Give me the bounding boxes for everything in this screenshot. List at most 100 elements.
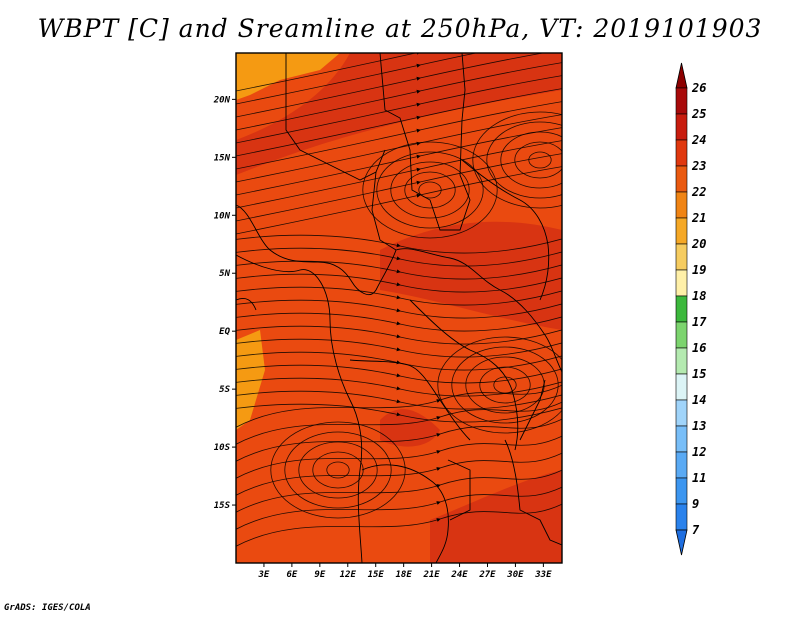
wbpt-shading: [236, 53, 562, 563]
colorbar-swatch: [675, 217, 688, 245]
lon-tick-label: 30E: [506, 570, 524, 580]
streamline: [236, 418, 562, 462]
colorbar-legend: 7 9 11 12 13 14 15 16 17 18 19 20 21 22 23 24 25 26: [675, 62, 707, 556]
streamline: [236, 403, 562, 423]
streamline-eddy: [437, 336, 562, 434]
streamline: [236, 247, 562, 267]
colorbar-swatch: [675, 165, 688, 193]
lon-tick-label: 27E: [478, 570, 496, 580]
streamline: [236, 273, 562, 293]
streamline: [236, 338, 562, 358]
colorbar-level-label: 12: [692, 445, 706, 459]
lat-tick-label: EQ: [219, 327, 230, 337]
colorbar-level-label: 18: [692, 289, 706, 303]
streamline: [236, 153, 562, 222]
lat-tick-label: 5S: [219, 385, 230, 395]
streamline: [236, 401, 562, 445]
colorbar-swatch: [675, 321, 688, 349]
streamline-eddy: [326, 461, 350, 479]
colorbar-level-label: 17: [692, 315, 707, 329]
streamline: [236, 260, 562, 280]
streamline: [236, 62, 562, 131]
streamline: [236, 486, 562, 530]
streamline: [236, 390, 562, 410]
streamline-eddy: [270, 421, 406, 519]
streamline: [236, 325, 562, 345]
colorbar-swatch: [675, 373, 688, 401]
colorbar-level-label: 9: [692, 497, 699, 511]
colorbar-level-label: 19: [692, 263, 706, 277]
streamline: [236, 435, 562, 479]
streamline-eddy: [418, 181, 442, 199]
streamline: [236, 299, 562, 319]
colorbar-level-label: 15: [692, 367, 706, 381]
streamline: [236, 127, 562, 196]
streamline: [236, 114, 562, 183]
colorbar-swatch: [675, 269, 688, 297]
streamline-eddy: [376, 151, 484, 229]
streamline: [236, 377, 562, 397]
streamline-eddy: [390, 161, 470, 219]
streamline: [236, 75, 562, 144]
streamline: [236, 166, 562, 235]
colorbar-swatch: [675, 503, 688, 531]
lon-tick-label: 24E: [450, 570, 468, 580]
colorbar-swatch: [675, 191, 688, 219]
streamline: [236, 312, 562, 332]
streamline: [236, 452, 562, 496]
streamline-eddy: [451, 346, 559, 424]
lon-tick-label: 18E: [396, 570, 413, 580]
lat-tick-label: 10S: [214, 443, 231, 453]
chart-title: WBPT [C] and Sreamline at 250hPa, VT: 20…: [37, 14, 763, 43]
streamline: [236, 53, 478, 105]
colorbar-top-arrow: [675, 62, 688, 89]
colorbar-swatch: [675, 425, 688, 453]
streamline-eddy: [404, 171, 456, 209]
streamline: [236, 140, 562, 209]
grads-credit: GrADS: IGES/COLA: [4, 603, 91, 613]
streamline-eddy: [514, 141, 562, 179]
streamline: [236, 364, 562, 384]
colorbar-swatch: [675, 451, 688, 479]
colorbar-level-label: 24: [691, 133, 706, 147]
colorbar-swatch: [675, 399, 688, 427]
streamline-eddy: [312, 451, 364, 489]
colorbar-level-label: 13: [692, 419, 706, 433]
colorbar-swatch: [675, 243, 688, 271]
colorbar-level-label: 7: [692, 523, 700, 537]
streamline: [236, 101, 562, 170]
lon-tick-label: 15E: [368, 570, 385, 580]
lon-tick-label: 6E: [286, 570, 297, 580]
colorbar-level-label: 20: [691, 237, 706, 251]
lon-tick-label: 9E: [314, 570, 325, 580]
streamline-eddy: [362, 141, 498, 239]
colorbar-level-label: 14: [692, 393, 706, 407]
streamline: [236, 88, 562, 157]
streamline: [236, 53, 546, 118]
colorbar-swatch: [675, 295, 688, 323]
colorbar-swatch: [675, 113, 688, 141]
streamline-eddy: [284, 431, 392, 509]
colorbar-level-label: 16: [692, 341, 706, 355]
streamline-eddy: [298, 441, 378, 499]
lat-tick-label: 10N: [214, 211, 231, 221]
lon-tick-label: 33E: [534, 570, 552, 580]
lat-tick-label: 20N: [213, 95, 231, 105]
colorbar-swatch: [675, 87, 688, 115]
streamline-eddy: [493, 376, 517, 394]
streamline: [236, 53, 421, 92]
colorbar-bottom-arrow: [675, 529, 688, 556]
colorbar-swatch: [675, 139, 688, 167]
colorbar-level-label: 26: [691, 81, 706, 95]
lat-tick-label: 5N: [219, 269, 230, 279]
colorbar-swatch: [675, 477, 688, 505]
streamline-eddy: [528, 151, 552, 169]
lon-tick-label: 21E: [422, 570, 440, 580]
streamline-eddy: [479, 366, 531, 404]
streamline: [236, 234, 562, 254]
colorbar-swatch: [675, 347, 688, 375]
lat-tick-label: 15N: [214, 153, 231, 163]
colorbar-level-label: 25: [691, 107, 706, 121]
lon-tick-label: 3E: [258, 570, 270, 580]
